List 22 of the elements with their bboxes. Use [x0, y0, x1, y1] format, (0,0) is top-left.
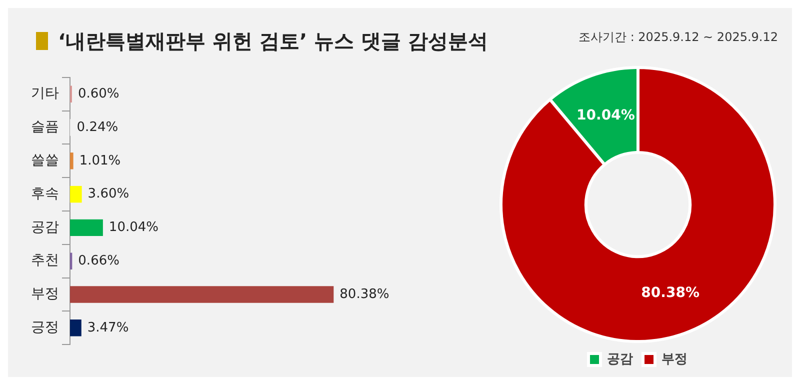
data-label: 80.38%	[340, 286, 390, 302]
data-label: 80.38%	[641, 284, 700, 301]
y-tick-label: 공감	[31, 219, 59, 236]
data-label: 3.47%	[87, 320, 129, 336]
y-tick-label: 후속	[31, 186, 59, 202]
y-tick-label: 긍정	[31, 320, 59, 336]
y-tick-label: 슬픔	[31, 119, 59, 136]
legend-label: 공감	[607, 352, 633, 367]
data-label: 0.66%	[78, 253, 120, 268]
chart-subtitle: 조사기간 : 2025.9.12 ~ 2025.9.12	[578, 30, 778, 44]
y-tick-label: 추천	[31, 252, 59, 269]
y-tick-label: 쓸쓸	[31, 152, 59, 169]
data-label: 3.60%	[88, 186, 130, 202]
data-label: 0.60%	[78, 86, 120, 102]
data-label: 10.04%	[108, 220, 159, 236]
data-label: 1.01%	[79, 153, 121, 168]
y-tick-label: 부정	[31, 286, 59, 302]
data-label: 0.24%	[76, 120, 118, 135]
y-tick-label: 기타	[31, 86, 59, 102]
chart-title: ‘내란특별재판부 위헌 검토’ 뉴스 댓글 감성분석	[58, 28, 488, 54]
data-label: 10.04%	[576, 107, 635, 124]
legend-label: 부정	[662, 352, 688, 367]
